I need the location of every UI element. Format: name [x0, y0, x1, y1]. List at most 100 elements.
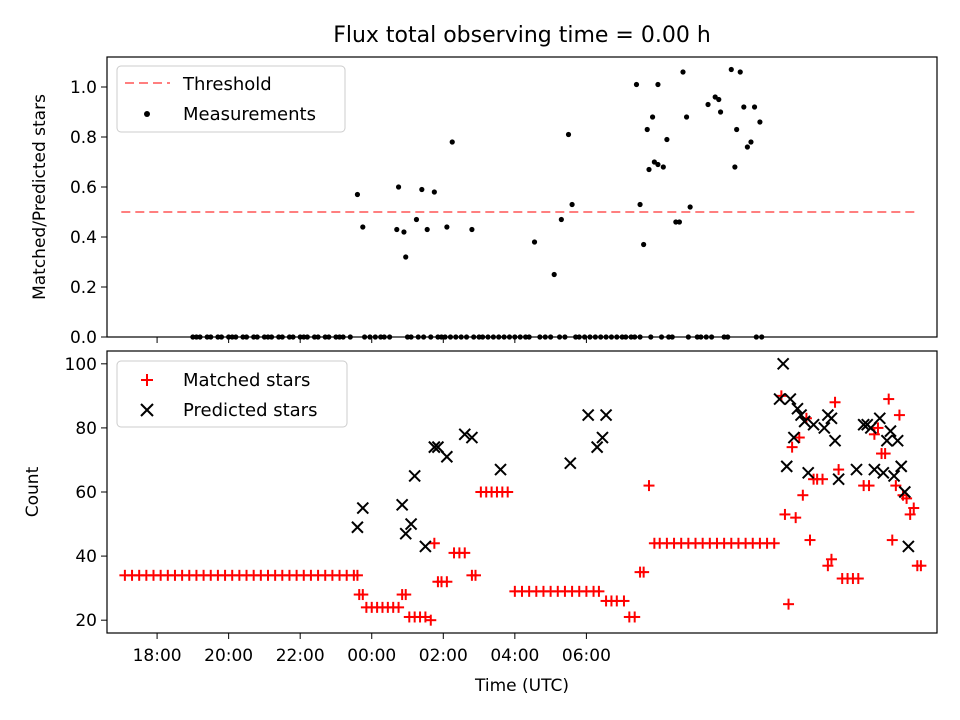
measurement-point: [413, 216, 420, 223]
measurement-point: [565, 131, 572, 138]
measurement-point: [395, 184, 402, 190]
predicted-star-point: [880, 434, 894, 447]
matched-star-point: [638, 566, 650, 578]
matched-star-point: [593, 585, 605, 597]
legend-matched-swatch: [141, 374, 153, 386]
bottom-y-tick-label: 20: [75, 611, 97, 631]
bottom-y-tick-label: 100: [65, 355, 97, 375]
top-y-tick-label: 1.0: [70, 78, 97, 98]
matched-star-point: [908, 502, 920, 514]
measurement-point: [424, 226, 430, 233]
predicted-star-point: [494, 463, 507, 476]
top-y-tick-label: 0.8: [70, 128, 97, 148]
measurement-point: [673, 219, 679, 225]
predicted-star-point: [465, 431, 479, 444]
predicted-star-point: [850, 463, 863, 476]
predicted-star-point: [818, 421, 831, 435]
predicted-star-point: [868, 463, 881, 476]
measurement-point: [644, 126, 650, 133]
predicted-star-point: [356, 501, 370, 515]
measurement-point: [444, 224, 450, 230]
top-y-tick-label: 0.2: [70, 278, 97, 298]
predicted-star-point: [395, 498, 409, 512]
bottom-y-tick-label: 60: [75, 483, 97, 503]
matched-star-point: [904, 508, 916, 520]
bottom-plot-area: [119, 357, 927, 626]
matched-star-point: [400, 589, 412, 601]
predicted-star-point: [404, 517, 418, 531]
predicted-star-point: [895, 460, 908, 473]
measurement-point: [655, 81, 661, 88]
matched-star-point: [797, 489, 809, 501]
bottom-y-ticks: 20 40 60 80 100: [65, 355, 107, 631]
predicted-star-point: [828, 434, 842, 447]
matched-star-point: [357, 589, 369, 601]
measurement-point: [401, 229, 407, 235]
measurement-point: [655, 161, 661, 168]
bottom-x-ticks: 18:00 20:00 22:00 00:00 02:00 04:00 06:00: [133, 633, 611, 666]
matched-star-point: [893, 409, 905, 421]
matched-star-point: [833, 464, 845, 476]
predicted-star-point: [787, 431, 801, 444]
measurement-point: [751, 104, 758, 110]
bottom-x-tick-label: 04:00: [490, 646, 539, 666]
measurement-point: [664, 136, 670, 143]
measurement-point: [419, 186, 425, 193]
measurement-point: [734, 126, 740, 133]
matched-star-point: [428, 537, 440, 549]
matched-star-point: [793, 432, 805, 444]
measurement-point: [431, 189, 437, 195]
measurement-point: [741, 104, 747, 110]
measurement-point: [680, 69, 686, 75]
measurement-point: [757, 119, 763, 125]
predicted-star-point: [873, 412, 886, 425]
measurement-point: [737, 69, 743, 75]
predicted-star-point: [898, 485, 912, 499]
matched-star-point: [459, 547, 471, 559]
measurement-point: [728, 66, 734, 73]
predicted-star-point: [596, 431, 609, 444]
top-panel: Flux total observing time = 0.00 h 0.0 0.…: [30, 23, 938, 348]
measurement-point: [716, 96, 722, 103]
measurement-point: [531, 239, 538, 245]
measurement-point: [569, 201, 575, 208]
bottom-x-tick-label: 06:00: [562, 646, 611, 666]
predicted-star-point: [780, 460, 793, 473]
measurement-point: [551, 271, 557, 278]
top-y-ticks: 0.0 0.2 0.4 0.6 0.8 1.0: [70, 78, 107, 348]
matched-star-point: [643, 480, 655, 492]
predicted-star-point: [794, 408, 808, 422]
bottom-legend-box: [116, 360, 348, 428]
measurement-point: [660, 164, 666, 170]
bottom-x-axis-label: Time (UTC): [474, 676, 569, 696]
predicted-star-point: [564, 456, 577, 470]
bottom-x-tick-label: 00:00: [347, 646, 396, 666]
measurement-point: [403, 254, 409, 260]
predicted-star-point: [857, 418, 870, 431]
top-y-tick-label: 0.4: [70, 228, 97, 248]
measurement-point: [449, 139, 455, 145]
figure-title: Flux total observing time = 0.00 h: [333, 23, 711, 48]
matched-star-point: [890, 480, 902, 492]
predicted-star-point: [784, 392, 797, 406]
predicted-star-point: [877, 466, 890, 479]
predicted-star-point: [599, 408, 613, 422]
measurement-point: [732, 164, 738, 170]
matched-star-point: [393, 601, 405, 613]
legend-threshold-label: Threshold: [182, 74, 272, 95]
predicted-star-point: [399, 527, 412, 540]
legend-matched-label: Matched stars: [183, 370, 310, 391]
matched-star-point: [829, 396, 841, 408]
legend-predicted-label: Predicted stars: [183, 400, 317, 421]
matched-star-point: [768, 537, 780, 549]
predicted-star-point: [408, 469, 421, 483]
bottom-x-tick-label: 22:00: [276, 646, 325, 666]
top-y-tick-label: 0.0: [70, 328, 97, 348]
predicted-star-point: [428, 440, 441, 454]
top-x-ticks: [156, 337, 587, 343]
matched-star-point: [825, 553, 837, 565]
matched-star-point: [872, 422, 884, 434]
top-axes-frame: [106, 56, 938, 338]
matched-star-point: [883, 393, 895, 405]
